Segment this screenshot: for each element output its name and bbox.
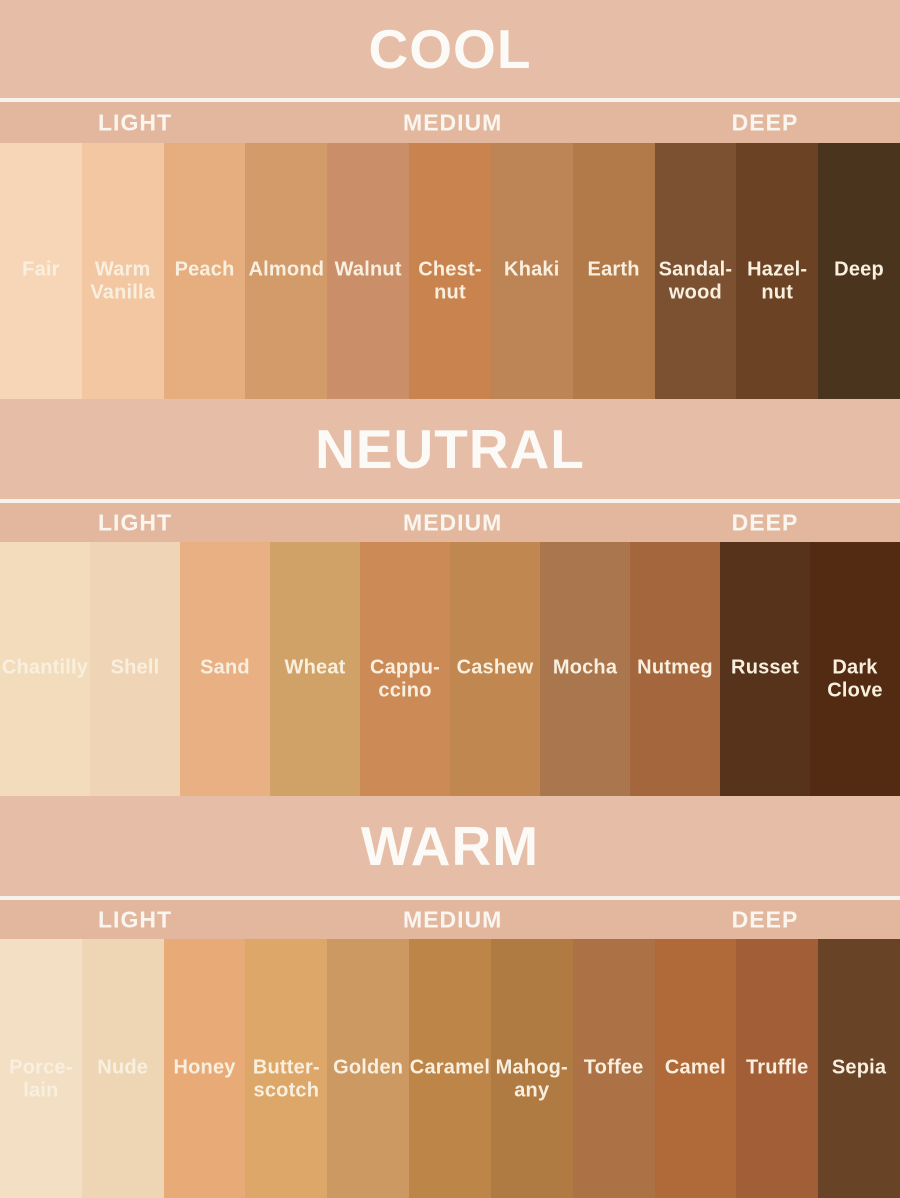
cool-swatch-row: Fair Warm Vanilla Peach Almond Walnut Chest- …	[0, 143, 900, 399]
swatch-label: Dark Clove	[827, 656, 883, 702]
swatch-khaki: Khaki	[490, 143, 573, 399]
cool-subheader-light: LIGHT	[98, 109, 172, 135]
warm-title-band: WARM	[0, 796, 900, 896]
swatch-sepia: Sepia	[818, 939, 900, 1198]
neutral-subheader-light: LIGHT	[98, 509, 172, 535]
swatch-label: Fair	[22, 258, 60, 281]
swatch-fair: Fair	[0, 143, 82, 399]
swatch-label: Caramel	[409, 1055, 491, 1078]
swatch-chantilly: Chantilly	[0, 542, 90, 796]
swatch-label: Chest- nut	[418, 258, 482, 304]
neutral-subheader-medium: MEDIUM	[403, 509, 503, 535]
swatch-label: Nude	[97, 1055, 149, 1078]
swatch-label: Sandal- wood	[658, 258, 733, 304]
swatch-label: Mahog- any	[495, 1055, 568, 1101]
warm-subheader-deep: DEEP	[731, 906, 799, 932]
swatch-earth: Earth	[572, 143, 655, 399]
swatch-sandal-wood: Sandal- wood	[654, 143, 737, 399]
swatch-label: Deep	[834, 258, 884, 281]
warm-title: WARM	[360, 815, 540, 877]
swatch-label: Peach	[174, 258, 235, 281]
section-warm: WARM LIGHT MEDIUM DEEP Porce- lain Nude Ho…	[0, 796, 900, 1198]
neutral-subheader-band: LIGHT MEDIUM DEEP	[0, 503, 900, 542]
warm-subheader-medium: MEDIUM	[403, 906, 503, 932]
swatch-label: Warm Vanilla	[90, 258, 156, 304]
swatch-label: Khaki	[504, 258, 560, 281]
swatch-shell: Shell	[90, 542, 180, 796]
swatch-label: Truffle	[745, 1055, 809, 1078]
swatch-honey: Honey	[163, 939, 246, 1198]
cool-title: COOL	[368, 18, 532, 80]
swatch-label: Nutmeg	[637, 656, 713, 679]
swatch-label: Mocha	[552, 656, 618, 679]
swatch-peach: Peach	[163, 143, 246, 399]
swatch-truffle: Truffle	[736, 939, 819, 1198]
warm-subheader-band: LIGHT MEDIUM DEEP	[0, 900, 900, 939]
swatch-caramel: Caramel	[409, 939, 491, 1198]
swatch-label: Sand	[200, 656, 250, 679]
cool-subheader-band: LIGHT MEDIUM DEEP	[0, 102, 900, 143]
swatch-cashew: Cashew	[450, 542, 540, 796]
swatch-label: Porce- lain	[9, 1055, 73, 1101]
neutral-title-band: NEUTRAL	[0, 399, 900, 499]
neutral-subheader-deep: DEEP	[731, 509, 799, 535]
swatch-golden: Golden	[327, 939, 410, 1198]
divider-line	[0, 98, 900, 102]
neutral-title: NEUTRAL	[315, 418, 585, 480]
swatch-camel: Camel	[654, 939, 737, 1198]
swatch-label: Hazel- nut	[747, 258, 808, 304]
swatch-mahog-any: Mahog- any	[490, 939, 573, 1198]
swatch-label: Honey	[173, 1055, 236, 1078]
warm-subheader-light: LIGHT	[98, 906, 172, 932]
warm-swatch-row: Porce- lain Nude Honey Butter- scotch Golden…	[0, 939, 900, 1198]
swatch-label: Wheat	[284, 656, 346, 679]
swatch-label: Cashew	[456, 656, 534, 679]
swatch-nude: Nude	[81, 939, 164, 1198]
divider-line	[0, 499, 900, 503]
swatch-label: Chantilly	[1, 656, 89, 679]
swatch-toffee: Toffee	[572, 939, 655, 1198]
swatch-walnut: Walnut	[327, 143, 410, 399]
swatch-butter-scotch: Butter- scotch	[245, 939, 328, 1198]
swatch-deep: Deep	[818, 143, 900, 399]
swatch-label: Almond	[248, 258, 325, 281]
swatch-label: Shell	[110, 656, 160, 679]
swatch-russet: Russet	[720, 542, 810, 796]
swatch-warm-vanilla: Warm Vanilla	[81, 143, 164, 399]
swatch-cappu-ccino: Cappu- ccino	[360, 542, 450, 796]
swatch-label: Russet	[731, 656, 799, 679]
swatch-label: Camel	[664, 1055, 726, 1078]
cool-subheader-medium: MEDIUM	[403, 109, 503, 135]
swatch-label: Butter- scotch	[252, 1055, 320, 1101]
swatch-porce-lain: Porce- lain	[0, 939, 82, 1198]
swatch-nutmeg: Nutmeg	[630, 542, 720, 796]
swatch-wheat: Wheat	[270, 542, 360, 796]
cool-subheader-deep: DEEP	[731, 109, 799, 135]
swatch-mocha: Mocha	[540, 542, 630, 796]
swatch-label: Sepia	[831, 1055, 887, 1078]
swatch-label: Earth	[587, 258, 640, 281]
neutral-swatch-row: Chantilly Shell Sand Wheat Cappu- ccino Cashe…	[0, 542, 900, 796]
cool-title-band: COOL	[0, 0, 900, 98]
divider-line	[0, 896, 900, 900]
swatch-dark-clove: Dark Clove	[810, 542, 900, 796]
section-cool: COOL LIGHT MEDIUM DEEP Fair Warm Vanilla P…	[0, 0, 900, 399]
section-neutral: NEUTRAL LIGHT MEDIUM DEEP Chantilly Shell…	[0, 399, 900, 796]
swatch-label: Golden	[333, 1055, 404, 1078]
swatch-almond: Almond	[245, 143, 328, 399]
swatch-label: Toffee	[583, 1055, 644, 1078]
swatch-label: Cappu- ccino	[369, 656, 441, 702]
swatch-label: Walnut	[334, 258, 402, 281]
swatch-chest-nut: Chest- nut	[409, 143, 491, 399]
swatch-hazel-nut: Hazel- nut	[736, 143, 819, 399]
swatch-sand: Sand	[180, 542, 270, 796]
